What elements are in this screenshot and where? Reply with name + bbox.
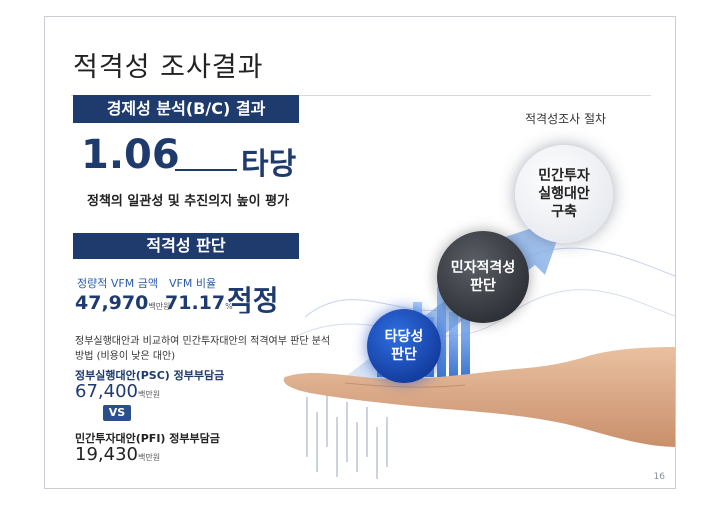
bc-note: 정책의 일관성 및 추진의지 높이 평가 [87,194,290,209]
bc-banner: 경제성 분석(B/C) 결과 [73,95,299,123]
vfm-amount-value: 47,970 [75,292,149,314]
suitability-banner: 적격성 판단 [73,233,299,259]
vfm-ratio: 71.17% _ [165,292,249,314]
step-pfi-alternative-circle: 민간투자 실행대안 구축 [515,145,613,243]
psc-value: 67,400백만원 [75,381,160,402]
page-title: 적격성 조사결과 [73,52,264,83]
vfm-ratio-unit: % [225,302,233,311]
procedure-label: 적격성조사 절차 [525,112,607,126]
vfm-ratio-value: 71.17 [165,292,226,314]
step-3-label: 민간투자 실행대안 구축 [538,167,590,221]
pfi-unit: 백만원 [137,453,161,462]
vfm-amount-unit: 백만원 [148,302,171,311]
pfi-label: 민간투자대안(PFI) 정부부담금 [75,432,220,445]
bc-ratio: 1.06 [81,132,180,178]
psc-unit: 백만원 [137,390,161,399]
pfi-value: 19,430백만원 [75,444,160,465]
step-feasibility-circle: 타당성 판단 [367,309,441,383]
pfi-amount: 19,430 [75,444,138,465]
hand-illustration [283,347,675,447]
psc-amount: 67,400 [75,381,138,402]
bc-underline [175,169,237,171]
page-number: 16 [653,472,665,482]
candlestick-decoration [306,387,388,479]
vfm-amount-label: 정량적 VFM 금액 [77,277,158,290]
vfm-amount: 47,970백만원 [75,292,170,314]
title-divider [71,95,651,96]
vfm-verdict: 적정 [227,284,279,317]
psc-label: 정부실행대안(PSC) 정부부담금 [75,369,225,382]
step-2-label: 민자적격성 판단 [450,259,516,294]
vfm-separator: _ [239,292,249,314]
step-1-label: 타당성 판단 [384,328,424,363]
bc-verdict: 타당 [241,147,297,182]
slide: 적격성 조사결과 경제성 분석(B/C) 결과 1.06 타당 정책의 일관성 … [44,16,676,489]
vfm-ratio-label: VFM 비율 [169,277,217,290]
step-pfi-suitability-circle: 민자적격성 판단 [437,231,529,323]
vs-badge: VS [103,405,131,421]
comparison-note: 정부실행대안과 비교하여 민간투자대안의 적격여부 판단 분석 방법 (비용이 … [75,336,331,362]
